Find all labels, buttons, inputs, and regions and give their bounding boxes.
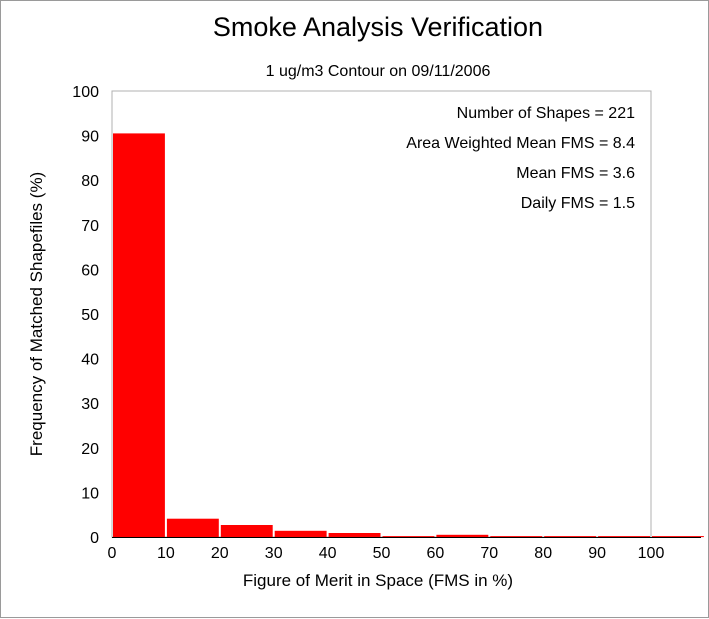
y-tick-label: 70 [81,218,99,235]
histogram-bar [382,536,435,538]
bar-group [113,133,704,538]
x-tick-label: 100 [638,545,665,562]
y-tick-label: 90 [81,129,99,146]
y-tick-label: 0 [90,530,99,547]
x-tick-label: 0 [108,545,117,562]
histogram-bar [220,525,273,537]
histogram-bar [113,133,165,537]
plot-area [111,90,652,538]
histogram-bar [490,536,543,538]
x-axis-ticks: 0 10 20 30 40 50 60 70 80 90 100 [108,545,665,562]
chart-subtitle: 1 ug/m3 Contour on 09/11/2006 [266,63,491,80]
x-tick-label: 40 [319,545,337,562]
y-tick-label: 30 [81,396,99,413]
y-tick-label: 40 [81,352,99,369]
x-tick-label: 10 [157,545,175,562]
histogram-bar [544,536,597,538]
stats-annotation: Mean FMS = 3.6 [516,165,635,182]
stats-annotations: Number of Shapes = 221 Area Weighted Mean… [406,105,635,212]
y-axis-label: Frequency of Matched Shapefiles (%) [27,172,46,456]
x-tick-label: 80 [534,545,552,562]
histogram-bar [328,533,381,537]
histogram-bar [598,536,650,538]
x-tick-label: 50 [373,545,391,562]
x-tick-label: 70 [480,545,498,562]
y-tick-label: 20 [81,441,99,458]
x-tick-label: 60 [427,545,445,562]
x-tick-label: 20 [211,545,229,562]
y-axis-ticks: 0 10 20 30 40 50 60 70 80 90 100 [72,84,99,547]
stats-annotation: Number of Shapes = 221 [457,105,635,122]
histogram-bar [166,518,219,537]
x-tick-label: 30 [265,545,283,562]
x-axis-label: Figure of Merit in Space (FMS in %) [243,571,513,590]
histogram-bar [436,534,489,537]
y-tick-label: 60 [81,262,99,279]
stats-annotation: Daily FMS = 1.5 [521,195,635,212]
y-tick-label: 50 [81,307,99,324]
x-tick-label: 90 [588,545,606,562]
y-tick-label: 10 [81,485,99,502]
stats-annotation: Area Weighted Mean FMS = 8.4 [406,135,635,152]
y-tick-label: 80 [81,173,99,190]
chart-title: Smoke Analysis Verification [213,12,543,42]
histogram-bar [274,530,327,537]
y-tick-label: 100 [72,84,99,101]
histogram-bar [652,536,704,538]
